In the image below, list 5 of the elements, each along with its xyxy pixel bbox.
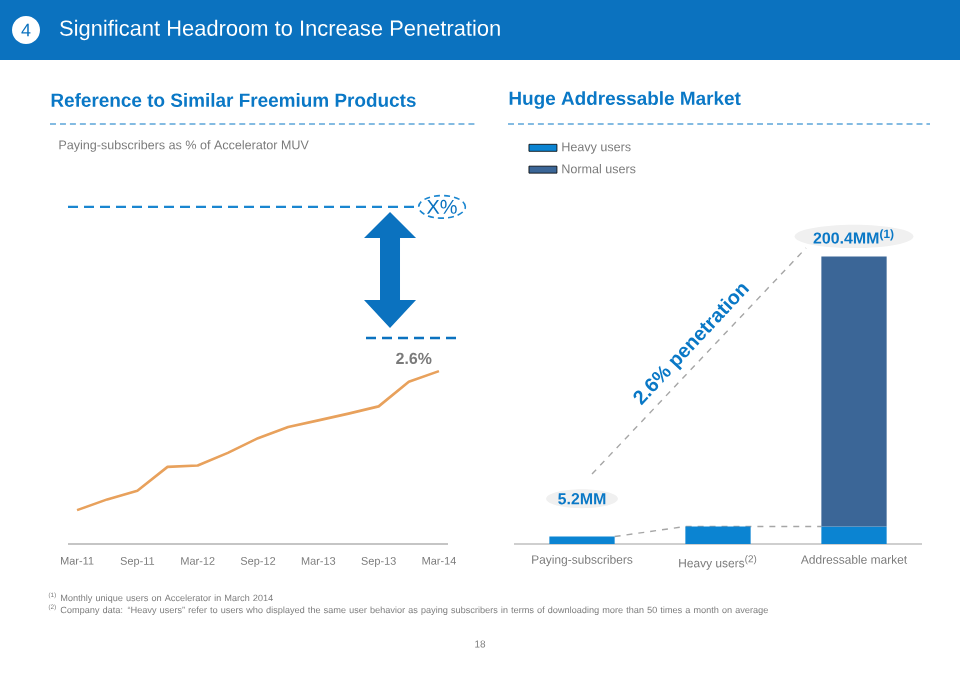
text: 4 — [21, 23, 31, 37]
text: Significant Headroom to Increase Penetration — [60, 19, 500, 41]
chart-title: Huge Addressable Market — [509, 91, 741, 109]
chart-title: Reference to Similar Freemium Products — [51, 93, 416, 107]
ref-line-label: X% — [426, 199, 457, 214]
